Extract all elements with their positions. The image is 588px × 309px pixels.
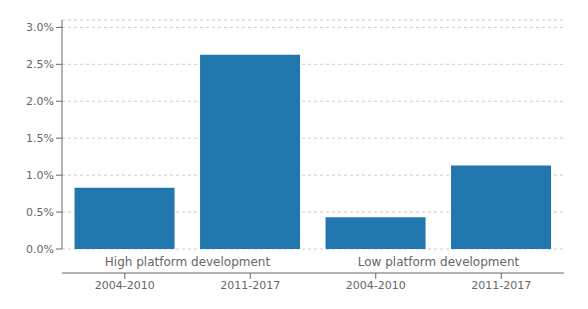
svg-text:1.0%: 1.0%: [26, 169, 54, 182]
svg-text:2004-2010: 2004-2010: [95, 279, 155, 292]
svg-text:2011-2017: 2011-2017: [471, 279, 531, 292]
svg-text:Low platform development: Low platform development: [358, 255, 520, 269]
svg-text:0.5%: 0.5%: [26, 206, 54, 219]
svg-text:0.0%: 0.0%: [26, 243, 54, 256]
svg-text:2011-2017: 2011-2017: [220, 279, 280, 292]
svg-text:2.5%: 2.5%: [26, 58, 54, 71]
svg-text:3.0%: 3.0%: [26, 21, 54, 34]
svg-text:1.5%: 1.5%: [26, 132, 54, 145]
svg-text:2.0%: 2.0%: [26, 95, 54, 108]
svg-text:High platform development: High platform development: [105, 255, 271, 269]
svg-text:2004-2010: 2004-2010: [346, 279, 406, 292]
